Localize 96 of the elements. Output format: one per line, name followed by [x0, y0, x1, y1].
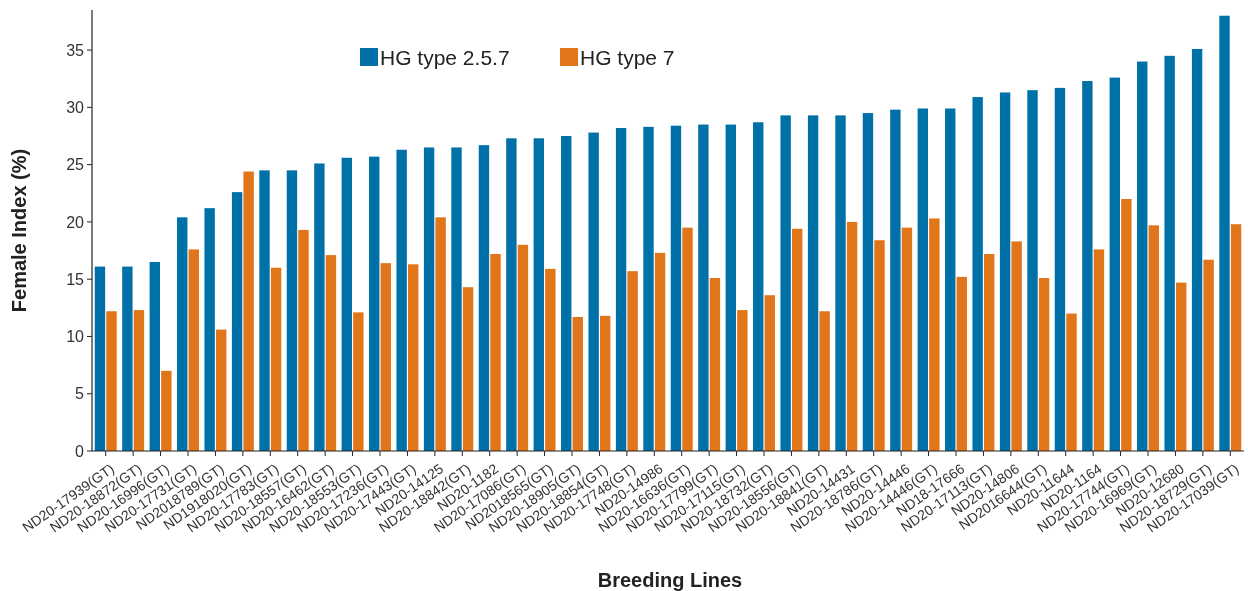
- y-tick-label: 0: [75, 442, 85, 460]
- bar: [478, 145, 490, 451]
- bar: [423, 147, 435, 451]
- bar: [1164, 55, 1175, 451]
- legend-label: HG type 7: [580, 46, 675, 70]
- bar: [188, 249, 199, 451]
- bar: [999, 92, 1011, 451]
- bar: [1176, 282, 1187, 451]
- bar: [764, 295, 775, 451]
- bar: [1066, 313, 1077, 451]
- bar: [1109, 77, 1120, 451]
- bar: [545, 268, 556, 451]
- bar: [106, 311, 117, 451]
- bar: [890, 109, 901, 451]
- bar: [901, 227, 913, 451]
- bar: [572, 316, 583, 451]
- bar: [1219, 15, 1230, 451]
- bar: [353, 312, 364, 451]
- bar: [396, 149, 407, 451]
- bar: [600, 315, 611, 451]
- bar: [615, 127, 627, 451]
- bar: [1054, 87, 1066, 451]
- bar: [177, 217, 188, 451]
- bar: [945, 108, 956, 451]
- bar: [325, 255, 337, 451]
- bar: [846, 221, 858, 451]
- bar: [408, 264, 419, 451]
- y-tick-label: 5: [75, 385, 85, 403]
- bar: [984, 253, 995, 451]
- bar: [435, 217, 446, 451]
- bar: [149, 262, 160, 451]
- bar: [1148, 225, 1159, 451]
- bar: [122, 266, 133, 451]
- bar: [216, 329, 227, 451]
- legend-label: HG type 2.5.7: [380, 46, 510, 70]
- bar: [1038, 278, 1050, 451]
- y-tick-label: 15: [66, 270, 85, 288]
- y-tick-label: 35: [66, 41, 85, 59]
- bar: [929, 218, 940, 451]
- bar: [1011, 241, 1022, 451]
- bar: [792, 228, 803, 451]
- bar: [1191, 48, 1203, 451]
- bar: [643, 126, 654, 451]
- bar: [1027, 90, 1038, 451]
- bar: [1230, 224, 1242, 451]
- bar: [698, 124, 709, 451]
- bar: [737, 310, 748, 451]
- bar: [1137, 61, 1148, 451]
- bar: [506, 138, 517, 451]
- bar: [270, 267, 282, 451]
- bar: [682, 227, 693, 451]
- bar: [533, 138, 544, 451]
- bar: [314, 163, 325, 451]
- bar: [654, 252, 666, 451]
- bar: [341, 157, 352, 451]
- bar: [298, 229, 309, 451]
- bar: [1093, 249, 1105, 451]
- bar: [204, 208, 215, 451]
- bar: [753, 122, 764, 451]
- bar: [561, 136, 572, 451]
- y-axis-title: Female Index (%): [8, 148, 30, 313]
- bar: [1121, 199, 1132, 451]
- bar: [819, 311, 830, 451]
- bar: [862, 113, 874, 451]
- bar: [807, 115, 819, 451]
- y-tick-label: 30: [66, 98, 85, 116]
- bar: [627, 271, 638, 451]
- bar: [259, 170, 270, 451]
- bar: [588, 132, 599, 451]
- y-tick-label: 20: [66, 213, 85, 231]
- bar: [725, 124, 736, 451]
- bar: [133, 310, 145, 451]
- bar: [161, 370, 172, 451]
- y-tick-label: 25: [66, 156, 85, 174]
- bar: [94, 266, 106, 451]
- bar: [517, 244, 529, 451]
- bar: [231, 192, 243, 451]
- bar: [286, 170, 298, 451]
- bar: [709, 278, 721, 451]
- bar: [490, 253, 501, 451]
- y-tick-label: 10: [66, 328, 85, 346]
- bar: [369, 156, 380, 451]
- bar: [874, 240, 885, 451]
- x-axis-title: Breeding Lines: [597, 569, 743, 591]
- bar: [1203, 259, 1214, 451]
- bar: [956, 276, 967, 451]
- bar: [780, 115, 791, 451]
- bar: [380, 263, 391, 451]
- bar: [243, 171, 254, 451]
- bar: [1082, 81, 1093, 451]
- bar: [462, 287, 474, 451]
- bar: [451, 147, 462, 451]
- bar: [835, 115, 846, 451]
- bar: [670, 125, 682, 451]
- bar: [972, 97, 983, 451]
- bar: [917, 108, 928, 451]
